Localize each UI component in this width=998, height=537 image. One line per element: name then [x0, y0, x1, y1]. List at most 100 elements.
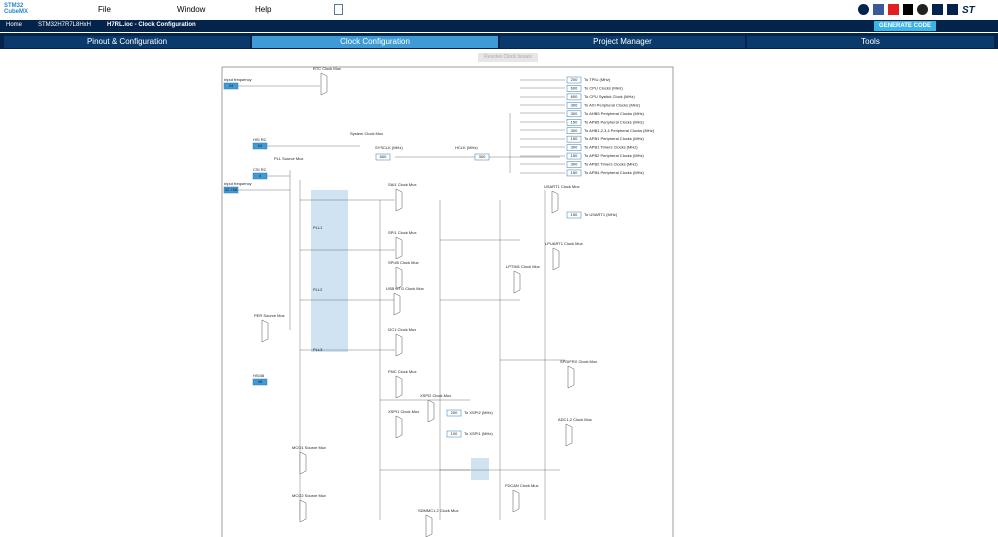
output-value-box	[566, 152, 582, 160]
icon[interactable]	[334, 4, 343, 15]
mux	[552, 247, 560, 271]
output-value-box	[566, 161, 582, 168]
output-value-box	[566, 135, 582, 143]
output-value-box	[566, 144, 582, 151]
peripheral-value[interactable]: 150	[571, 212, 578, 217]
hclk-value-box	[474, 153, 490, 161]
output-value[interactable]: 600	[571, 86, 578, 91]
sysclk-label: SYSCLK (MHz)	[375, 145, 403, 150]
mux-label: RTC Clock Mux	[313, 66, 341, 71]
output-value-box	[566, 119, 582, 126]
mux	[512, 489, 520, 513]
mux-label: LPUART1 Clock Mux	[545, 241, 583, 246]
tab[interactable]: Tools	[747, 36, 994, 48]
output-value-box	[566, 85, 582, 92]
input-label: CSI RC	[253, 167, 267, 172]
mux-label: MCO2 Source Mux	[292, 493, 326, 498]
mux	[425, 514, 433, 537]
output-value[interactable]: 150	[571, 153, 578, 158]
input-value[interactable]: 24	[229, 83, 234, 88]
mux-label: XSPI1 Clock Mux	[388, 409, 419, 414]
mux	[261, 319, 269, 343]
menu-bar: STM32 CubeMX File Window Help ST	[0, 0, 998, 20]
output-value[interactable]: 300	[571, 111, 578, 116]
output-value[interactable]: 300	[571, 128, 578, 133]
mux-label: I2C1 Clock Mux	[388, 327, 416, 332]
mux	[393, 292, 401, 316]
tab[interactable]: Pinout & Configuration	[4, 36, 250, 48]
hclk-value[interactable]: 300	[479, 154, 486, 159]
mux-label: FMC Clock Mux	[388, 369, 416, 374]
mux	[567, 365, 575, 389]
input-value-box	[252, 142, 268, 150]
pll-label: PLL2	[313, 287, 323, 292]
output-value[interactable]: 150	[571, 136, 578, 141]
peripheral-value-box	[566, 211, 582, 219]
mux	[395, 333, 403, 357]
input-value[interactable]: 48	[258, 379, 263, 384]
mux-label: SPDIFRX Clock Mux	[560, 359, 597, 364]
menu-item[interactable]: File	[98, 5, 111, 14]
output-value[interactable]: 300	[571, 102, 578, 107]
output-label: To APB1 Peripheral Clocks (MHz)	[584, 136, 644, 141]
input-label: HSI RC	[253, 137, 267, 142]
mux	[395, 266, 403, 290]
mux-label: SAI1 Clock Mux	[388, 182, 416, 187]
generate-button[interactable]: GENERATE CODE	[874, 21, 936, 31]
wires	[238, 79, 565, 520]
input-value[interactable]: 64	[258, 143, 263, 148]
output-value-box	[566, 169, 582, 177]
peripheral-label: To XSPI2 (MHz)	[464, 410, 493, 415]
sysclk-value[interactable]: 600	[380, 154, 387, 159]
peripheral-value[interactable]: 100	[451, 431, 458, 436]
menu-item[interactable]: Window	[177, 5, 206, 14]
output-value[interactable]: 300	[571, 162, 578, 167]
social-icons	[858, 4, 959, 16]
output-value[interactable]: 300	[571, 145, 578, 150]
output-label: To APB5 Peripheral Clocks (MHz)	[584, 119, 644, 124]
mux	[395, 188, 403, 212]
output-value-box	[566, 102, 582, 109]
mux-label: SPI45 Clock Mux	[388, 260, 419, 265]
mux-label: MCO1 Source Mux	[292, 445, 326, 450]
input-value[interactable]: 32.768	[225, 187, 238, 192]
mux	[565, 423, 573, 447]
output-value[interactable]: 200	[571, 77, 578, 82]
hclk-label: HCLK (MHz)	[455, 145, 478, 150]
crumb[interactable]: H7RL.ioc - Clock Configuration	[107, 22, 196, 28]
output-value[interactable]: 600	[571, 94, 578, 99]
crumb[interactable]: Home	[6, 22, 23, 28]
output-label: To CPU Clocks (MHz)	[584, 86, 624, 91]
mux	[299, 499, 307, 523]
tab[interactable]: Clock Configuration	[252, 36, 498, 48]
mux-label: XSPI2 Clock Mux	[420, 393, 451, 398]
menu-item[interactable]: Help	[255, 5, 272, 14]
output-label: To AHB5 Peripheral Clocks (MHz)	[584, 111, 645, 116]
mux	[395, 375, 403, 399]
breadcrumb: Home STM32H7R7L8HxH H7RL.ioc - Clock Con…	[0, 20, 998, 32]
tab[interactable]: Project Manager	[500, 36, 745, 48]
output-label: To APB2 Peripheral Clocks (MHz)	[584, 153, 644, 158]
peripheral-value[interactable]: 200	[451, 410, 458, 415]
sysclk-value-box	[375, 153, 391, 161]
input-value[interactable]: 4	[259, 173, 262, 178]
input-label: Input frequency	[224, 181, 252, 186]
mux	[551, 190, 559, 214]
output-label: To CPU Systick Clock (MHz)	[584, 94, 635, 99]
output-value[interactable]: 150	[571, 170, 578, 175]
output-label: To APB2 Timers Clocks (MHz)	[584, 162, 638, 167]
input-value-box	[252, 172, 268, 180]
input-value-box	[223, 82, 239, 90]
crumb[interactable]: STM32H7R7L8HxH	[38, 22, 92, 28]
mux-label: SDMMC1,2 Clock Mux	[418, 508, 458, 513]
mux-label: System Clock Mux	[350, 131, 383, 136]
output-value-box	[566, 110, 582, 118]
pll-label: PLL3	[313, 347, 323, 352]
peripheral-value-box	[446, 430, 462, 438]
resolve-button[interactable]: Resolve Clock Issues	[478, 53, 538, 62]
output-value[interactable]: 150	[571, 119, 578, 124]
logo: STM32 CubeMX	[4, 3, 28, 15]
mux-label: LPTIM1 Clock Mux	[506, 264, 540, 269]
pll-area	[471, 458, 489, 480]
